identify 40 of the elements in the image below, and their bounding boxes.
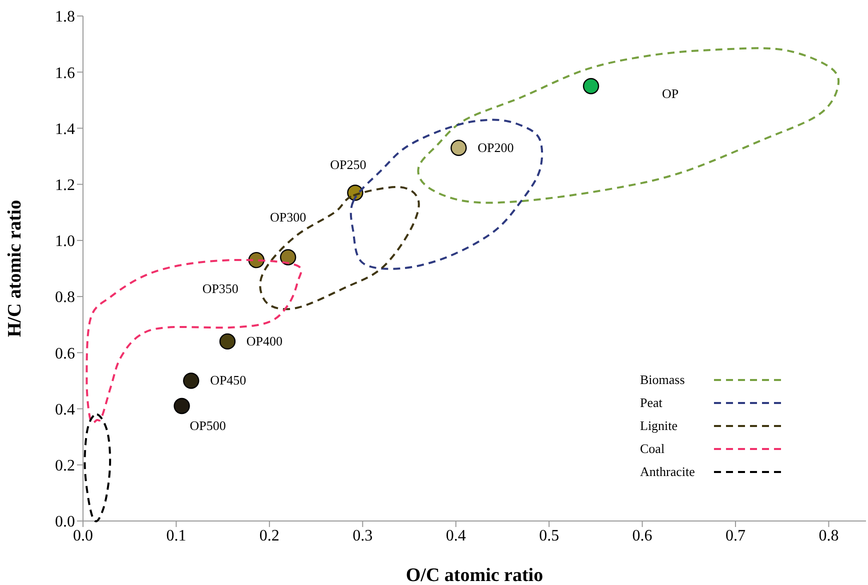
- annotation: OP450: [210, 372, 246, 388]
- annotation: OP200: [478, 140, 514, 155]
- x-tick-label: 0.3: [352, 527, 373, 544]
- x-tick-label: 0.4: [446, 527, 466, 544]
- x-axis-title: O/C atomic ratio: [406, 565, 544, 585]
- y-tick-label: 1.8: [55, 8, 75, 26]
- annotation: OP250: [330, 156, 366, 172]
- x-tick-label: 0.5: [539, 527, 560, 544]
- y-tick-label: 1.6: [55, 64, 75, 82]
- point: [174, 398, 190, 414]
- x-tick-label: 0.7: [726, 527, 746, 544]
- annotation: Biomass: [640, 372, 686, 388]
- y-tick-label: 0.2: [55, 458, 75, 475]
- x-tick-label: 0.0: [73, 527, 93, 544]
- x-tick-label: 0.8: [818, 527, 839, 544]
- x-tick-label: 0.1: [166, 527, 186, 544]
- point: [450, 140, 467, 156]
- x-tick-label: 0.2: [259, 527, 280, 544]
- y-tick-label: 1.0: [55, 233, 75, 250]
- annotation: OP400: [246, 333, 283, 348]
- y-tick-label: 1.4: [55, 120, 75, 138]
- annotation: Lignite: [640, 418, 679, 434]
- y-tick-label: 1.2: [55, 177, 75, 194]
- y-tick-label: 0.4: [55, 401, 75, 418]
- y-tick-label: 0.0: [55, 514, 75, 531]
- annotation: OP300: [270, 209, 306, 224]
- annotation: Coal: [640, 440, 666, 456]
- point: [219, 333, 236, 350]
- x-tick-label: 0.6: [632, 527, 652, 544]
- annotation: Anthracite: [640, 464, 696, 480]
- point: [280, 249, 296, 266]
- annotation: OP350: [202, 281, 238, 296]
- y-tick-label: 0.6: [55, 345, 75, 362]
- point: [582, 78, 600, 94]
- y-axis-title: H/C atomic ratio: [4, 200, 26, 338]
- annotation: OP: [662, 86, 679, 102]
- y-tick-label: 0.8: [55, 289, 75, 306]
- annotation: OP500: [190, 418, 226, 433]
- annotation: Peat: [640, 394, 664, 410]
- point: [183, 372, 200, 389]
